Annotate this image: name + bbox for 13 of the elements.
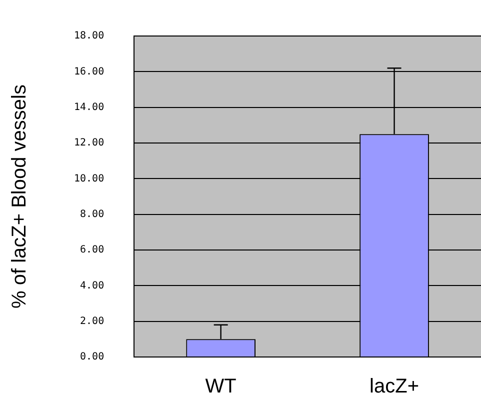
y-tick-label: 6.00 — [80, 244, 104, 256]
y-tick-label: 16.00 — [74, 66, 104, 78]
y-tick-label: 12.00 — [74, 138, 104, 149]
x-tick-label: WT — [205, 376, 236, 398]
y-tick-label: 14.00 — [74, 102, 104, 113]
x-tick-label: lacZ+ — [370, 376, 420, 398]
y-tick-label: 0.00 — [80, 352, 104, 363]
y-tick-label: 10.00 — [74, 173, 104, 184]
y-tick-label: 18.00 — [74, 30, 104, 42]
y-tick-label: 8.00 — [80, 208, 104, 220]
y-tick-label: 2.00 — [80, 316, 104, 327]
y-axis-title: % of lacZ+ Blood vessels — [8, 84, 31, 308]
y-tick-label: 4.00 — [80, 280, 104, 292]
